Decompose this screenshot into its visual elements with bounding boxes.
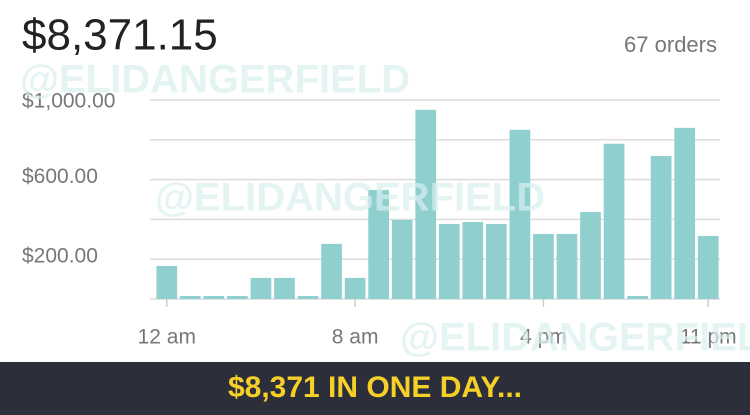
bar xyxy=(368,189,390,299)
y-tick-label: $200.00 xyxy=(22,245,98,268)
bar xyxy=(509,129,531,299)
bar xyxy=(674,127,696,299)
total-amount: $8,371.15 xyxy=(22,11,218,60)
bar xyxy=(533,233,554,299)
bar xyxy=(697,235,719,299)
bar xyxy=(297,296,319,299)
watermark: @ELIDANGERFIELD xyxy=(20,58,410,102)
x-tick-label: 4 pm xyxy=(520,326,567,349)
bar xyxy=(415,109,437,299)
plot: $1,000.00 $600.00 $200.00 12 am 8 am 4 pm 11 p… xyxy=(22,90,737,349)
bar xyxy=(203,296,225,299)
bar xyxy=(179,296,201,299)
bar xyxy=(485,223,507,299)
x-tick-label: 12 am xyxy=(138,326,196,349)
banner-bg xyxy=(0,362,750,415)
watermark: @ELIDANGERFIELD xyxy=(155,176,545,220)
bar xyxy=(462,221,484,299)
x-tick-label: 11 pm xyxy=(680,326,737,349)
y-tick-label: $600.00 xyxy=(22,165,98,188)
watermark: @ELIDANGERFIELD xyxy=(400,316,750,360)
order-count: 67 orders xyxy=(624,32,717,57)
x-tick-label: 8 am xyxy=(332,326,379,349)
banner-text: $8,371 IN ONE DAY... xyxy=(228,371,522,404)
bar xyxy=(156,265,178,299)
bar xyxy=(250,277,272,299)
bar xyxy=(556,233,578,299)
bar xyxy=(580,212,601,299)
bar xyxy=(344,277,366,299)
bar xyxy=(274,277,295,299)
bar xyxy=(391,219,413,299)
bar xyxy=(227,296,248,299)
y-tick-label: $1,000.00 xyxy=(22,90,115,113)
bar xyxy=(603,143,625,299)
bar xyxy=(650,155,672,299)
bar xyxy=(438,223,460,299)
bar xyxy=(321,243,342,299)
bar xyxy=(627,296,648,299)
